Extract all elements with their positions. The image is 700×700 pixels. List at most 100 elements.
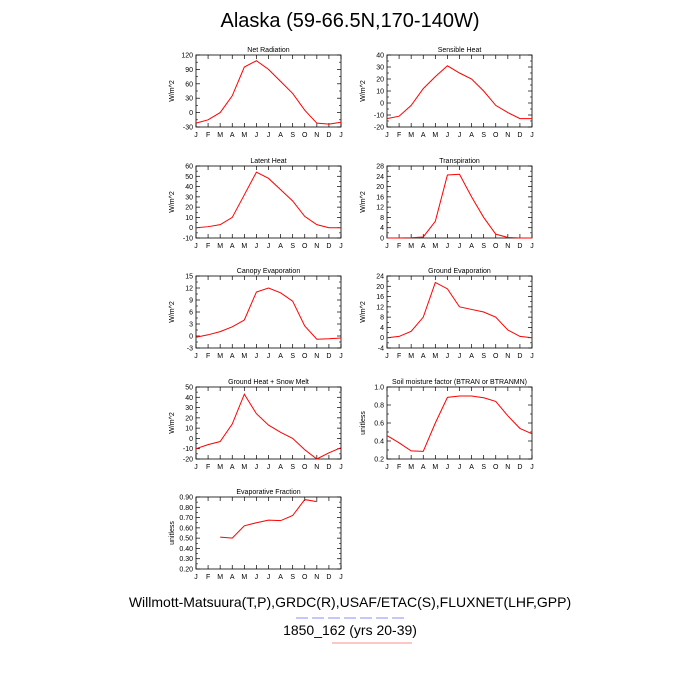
chart-2-ytick-label: 20 — [185, 205, 193, 212]
page-title: Alaska (59-66.5N,170-140W) — [220, 10, 480, 32]
chart-1-ytick-label: -10 — [374, 113, 384, 120]
chart-1-xtick-label: J — [446, 132, 450, 139]
chart-2-xtick-label: M — [217, 243, 223, 250]
chart-1-xtick-label: J — [385, 132, 389, 139]
chart-0-xtick-label: J — [194, 132, 198, 139]
chart-6-ytick-label: 0 — [189, 436, 193, 443]
chart-6-xtick-label: J — [255, 464, 259, 471]
chart-7-title: Soil moisture factor (BTRAN or BTRANMN) — [392, 379, 527, 386]
chart-0-xtick-label: M — [217, 132, 223, 139]
chart-8-ytick-label: 0.50 — [179, 536, 193, 543]
chart-5-xtick-label: S — [481, 353, 486, 360]
chart-6-ytick-label: -20 — [183, 457, 193, 464]
chart-4-xtick-label: M — [217, 353, 223, 360]
chart-7-ytick-label: 0.8 — [374, 403, 384, 410]
chart-6-xtick-label: D — [326, 464, 331, 471]
chart-4-ylabel: W/m^2 — [169, 301, 176, 323]
chart-2-xtick-label: J — [267, 243, 271, 250]
chart-2-xtick-label: J — [339, 243, 343, 250]
chart-3-title: Transpiration — [439, 158, 480, 165]
chart-5-ytick-label: 8 — [380, 315, 384, 322]
chart-3-ytick-label: 28 — [376, 164, 384, 171]
chart-8-xtick-label: S — [290, 574, 295, 581]
chart-1-xtick-label: D — [517, 132, 522, 139]
chart-3-xtick-label: M — [408, 243, 414, 250]
chart-0-xtick-label: A — [278, 132, 283, 139]
chart-0-ytick-label: 0 — [189, 110, 193, 117]
chart-2-ytick-label: 50 — [185, 174, 193, 181]
chart-7-xtick-label: J — [530, 464, 534, 471]
chart-8-xtick-label: J — [339, 574, 343, 581]
chart-2-xtick-label: A — [278, 243, 283, 250]
chart-4-xtick-label: J — [255, 353, 259, 360]
chart-4-xtick-label: F — [206, 353, 210, 360]
chart-1-ytick-label: -20 — [374, 125, 384, 132]
chart-7-xtick-label: O — [493, 464, 499, 471]
chart-5-xtick-label: J — [385, 353, 389, 360]
chart-0-xtick-label: S — [290, 132, 295, 139]
chart-7-xtick-label: F — [397, 464, 401, 471]
chart-4-ytick-label: 0 — [189, 334, 193, 341]
chart-0-xtick-label: J — [267, 132, 271, 139]
chart-4-ytick-label: 9 — [189, 298, 193, 305]
chart-7-xtick-label: D — [517, 464, 522, 471]
chart-8-ytick-label: 0.90 — [179, 495, 193, 502]
chart-0-xtick-label: D — [326, 132, 331, 139]
chart-2-ytick-label: 0 — [189, 225, 193, 232]
chart-2-xtick-label: F — [206, 243, 210, 250]
chart-1-series-line — [386, 65, 532, 120]
chart-6-xtick-label: M — [217, 464, 223, 471]
chart-2-xtick-label: D — [326, 243, 331, 250]
chart-3-ytick-label: 4 — [380, 225, 384, 232]
chart-5-ytick-label: 0 — [380, 335, 384, 342]
chart-0-xtick-label: M — [241, 132, 247, 139]
chart-3-ytick-label: 16 — [376, 194, 384, 201]
chart-3-xtick-label: J — [385, 243, 389, 250]
chart-1-ytick-label: 0 — [380, 101, 384, 108]
chart-3-ytick-label: 24 — [376, 174, 384, 181]
chart-3-ytick-label: 12 — [376, 205, 384, 212]
chart-6-ytick-label: 10 — [185, 426, 193, 433]
chart-7-xtick-label: M — [432, 464, 438, 471]
chart-5-xtick-label: J — [458, 353, 462, 360]
chart-2-ytick-label: -10 — [183, 236, 193, 243]
chart-0-xtick-label: N — [314, 132, 319, 139]
chart-7-xtick-label: J — [446, 464, 450, 471]
chart-1-frame — [386, 54, 533, 128]
chart-7-xtick-label: M — [408, 464, 414, 471]
chart-6-xtick-label: J — [267, 464, 271, 471]
chart-4-xtick-label: O — [302, 353, 308, 360]
chart-8-xtick-label: J — [255, 574, 259, 581]
chart-0-xtick-label: O — [302, 132, 308, 139]
chart-0-ytick-label: -30 — [183, 125, 193, 132]
chart-4-xtick-label: J — [339, 353, 343, 360]
chart-5-xtick-label: J — [446, 353, 450, 360]
chart-7-series-line — [386, 395, 533, 452]
chart-4-xtick-label: J — [194, 353, 198, 360]
chart-2-ytick-label: 40 — [185, 184, 193, 191]
chart-6-frame — [195, 386, 342, 460]
chart-0-ylabel: W/m^2 — [169, 80, 176, 102]
chart-5-xtick-label: N — [505, 353, 510, 360]
chart-8-xtick-label: J — [194, 574, 198, 581]
chart-2-xtick-label: N — [314, 243, 319, 250]
chart-5-xtick-label: J — [530, 353, 534, 360]
chart-1-ytick-label: 30 — [376, 65, 384, 72]
chart-0-ytick-label: 60 — [185, 81, 193, 88]
chart-1-xtick-label: M — [408, 132, 414, 139]
chart-1-xtick-label: F — [397, 132, 401, 139]
chart-4-ytick-label: -3 — [187, 346, 193, 353]
chart-3-xtick-label: A — [421, 243, 426, 250]
chart-0-xtick-label: J — [339, 132, 343, 139]
chart-5-ytick-label: -4 — [378, 346, 384, 353]
chart-7-ytick-label: 1.0 — [374, 385, 384, 392]
chart-3-ytick-label: 8 — [380, 215, 384, 222]
chart-4-title: Canopy Evaporation — [237, 268, 301, 275]
chart-7-xtick-label: A — [421, 464, 426, 471]
chart-5-xtick-label: O — [493, 353, 499, 360]
chart-5-frame — [386, 275, 533, 349]
chart-1-xtick-label: J — [530, 132, 534, 139]
chart-4-ytick-label: 12 — [185, 286, 193, 293]
chart-7-xtick-label: J — [458, 464, 462, 471]
chart-4-xtick-label: D — [326, 353, 331, 360]
